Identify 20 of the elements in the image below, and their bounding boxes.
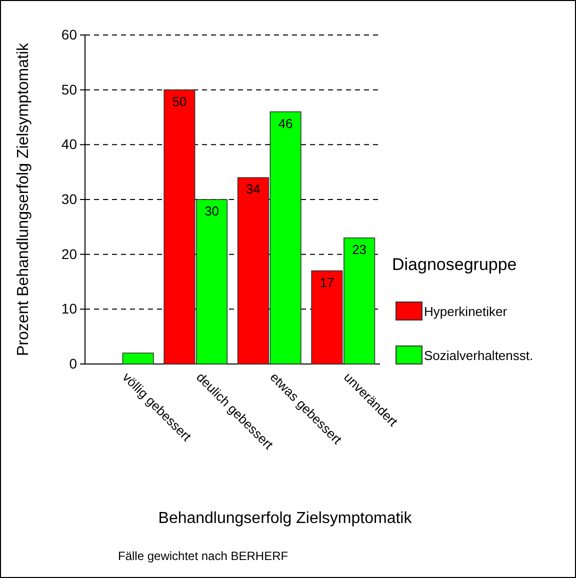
y-axis-title: Prozent Behandlungserfolg Zielsymptomatik [15, 42, 32, 356]
data-label: 46 [278, 116, 293, 131]
text: Fälle gewichtet nach BERHERF [118, 549, 288, 563]
y-tick-label: 50 [61, 81, 78, 98]
legend-label: Hyperkinetiker [424, 304, 508, 319]
y-tick-label: 10 [61, 300, 78, 317]
y-tick-label: 60 [61, 26, 78, 42]
y-tick-label: 20 [61, 246, 78, 262]
data-label: 34 [246, 182, 260, 197]
y-tick-label: 30 [61, 190, 78, 207]
data-label: 30 [204, 204, 220, 218]
y-tick-label: 0 [69, 355, 78, 372]
data-label: 23 [352, 242, 367, 257]
data-label: 17 [320, 274, 334, 290]
x-axis-title: Behandlungserfolg Zielsymptomatik [158, 510, 413, 527]
data-label: 50 [172, 94, 187, 109]
y-tick-label: 40 [61, 136, 78, 152]
legend-title: Diagnosegruppe [392, 255, 517, 274]
legend-label: Sozialverhaltensst. [424, 348, 534, 363]
bar [122, 352, 154, 364]
